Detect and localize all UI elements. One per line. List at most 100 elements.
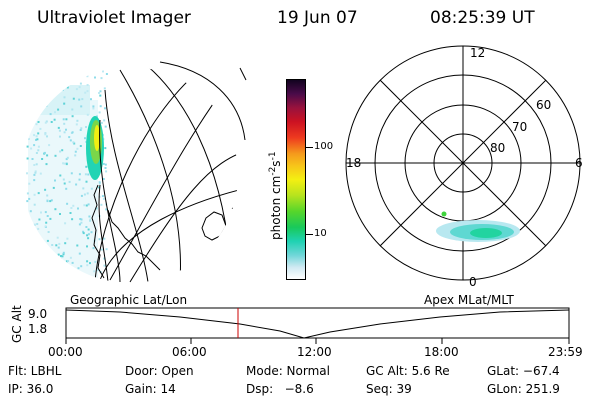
aurora-speckle-dot (85, 180, 88, 183)
aurora-speckle-dot (37, 132, 40, 135)
aurora-speckle-dot (33, 144, 36, 147)
aurora-speckle-dot (76, 119, 79, 122)
instrument-title: Ultraviolet Imager (37, 8, 191, 28)
aurora-speckle-dot (66, 86, 69, 89)
aurora-speckle-dot (28, 182, 31, 185)
aurora-speckle-dot (82, 232, 85, 235)
aurora-speckle-dot (70, 172, 73, 175)
aurora-speckle-dot (100, 121, 103, 124)
gc-alt-curve (65, 309, 570, 339)
aurora-speckle-dot (84, 91, 87, 94)
aurora-speckle-dot (80, 218, 83, 221)
aurora-speckle-dot (35, 152, 38, 154)
aurora-speckle-dot (65, 187, 68, 190)
aurora-speckle-dot (26, 200, 29, 203)
aurora-speckle-dot (98, 182, 101, 185)
aurora-speckle-dot (46, 239, 49, 242)
colorbar-tick-10 (306, 234, 313, 235)
aurora-speckle-dot (59, 213, 61, 215)
aurora-speckle-dot (54, 208, 57, 211)
aurora-speckle-dot (89, 219, 92, 222)
aurora-speckle-dot (69, 256, 72, 259)
aurora-speckle-dot (54, 154, 57, 157)
aurora-speckle-dot (105, 170, 108, 173)
aurora-speckle-dot (44, 133, 47, 136)
aurora-speckle-dot (100, 203, 103, 206)
status-gc-alt: GC Alt: 5.6 Re (366, 364, 450, 378)
aurora-speckle-dot (63, 96, 66, 99)
aurora-speckle-dot (62, 178, 65, 181)
aurora-speckle-dot (46, 215, 49, 217)
aurora-speckle-dot (56, 236, 59, 239)
aurora-speckle-dot (34, 170, 37, 173)
aurora-speckle-dot (85, 165, 88, 168)
aurora-speckle-dot (63, 131, 66, 134)
aurora-speckle-dot (85, 126, 87, 128)
aurora-speckle-dot (38, 218, 41, 221)
aurora-speckle-dot (76, 147, 79, 150)
aurora-speckle-dot (73, 142, 76, 145)
aurora-speckle-dot (37, 149, 40, 152)
intensity-colorbar (286, 79, 306, 280)
timeline-right-title: Apex MLat/MLT (424, 293, 514, 307)
status-door: Door: Open (125, 364, 194, 378)
aurora-speckle-dot (79, 82, 82, 85)
aurora-speckle-dot (101, 195, 104, 198)
aurora-speckle-dot (72, 204, 75, 207)
aurora-speckle-dot (59, 150, 62, 153)
aurora-speckle-dot (27, 138, 30, 140)
aurora-speckle-dot (31, 158, 34, 160)
aurora-speckle-dot (82, 230, 85, 233)
aurora-speckle-dot (96, 269, 99, 272)
aurora-speckle-dot (77, 207, 79, 210)
aurora-speckle-dot (46, 154, 49, 157)
aurora-speckle-dot (86, 260, 89, 263)
aurora-speckle-dot (103, 119, 106, 122)
aurora-speckle-dot (79, 218, 82, 220)
aurora-speckle-dot (88, 215, 91, 218)
aurora-speckle-dot (102, 70, 104, 73)
aurora-speckle-dot (69, 212, 72, 214)
aurora-speckle-dot (61, 149, 64, 152)
aurora-speckle-dot (81, 98, 84, 101)
aurora-speckle-dot (78, 173, 81, 176)
aurora-speckle-dot (50, 121, 53, 123)
aurora-speckle-dot (78, 252, 81, 255)
aurora-speckle-dot (104, 125, 107, 128)
aurora-speckle-dot (57, 246, 60, 249)
aurora-speckle-dot (28, 197, 31, 200)
aurora-speckle-dot (39, 172, 42, 175)
aurora-speckle-dot (87, 203, 90, 206)
aurora-speckle-dot (102, 162, 105, 165)
aurora-speckle-dot (105, 208, 108, 211)
aurora-speckle-dot (47, 231, 50, 233)
aurora-speckle-dot (80, 105, 83, 108)
aurora-speckle-dot (65, 163, 68, 166)
aurora-speckle-dot (99, 105, 102, 108)
aurora-speckle-dot (33, 223, 36, 226)
status-ip: IP: 36.0 (8, 382, 54, 396)
aurora-speckle-dot (76, 244, 79, 247)
mlt-label-0: 0 (469, 275, 477, 289)
timeline-xtick-1800: 18:00 (424, 345, 459, 359)
aurora-speckle-dot (33, 164, 36, 166)
aurora-speckle-dot (37, 192, 40, 195)
aurora-speckle-dot (68, 180, 71, 183)
aurora-speckle-dot (54, 179, 56, 182)
aurora-speckle-dot (78, 223, 81, 226)
mlt-line-diag-2 (379, 79, 547, 247)
aurora-speckle-dot (36, 138, 39, 141)
aurora-speckle-dot (26, 145, 29, 148)
aurora-speckle-dot (86, 264, 89, 267)
aurora-speckle-dot (104, 163, 107, 166)
grid-arc-outer (159, 61, 246, 141)
aurora-speckle-dot (85, 140, 88, 143)
status-glon: GLon: 251.9 (487, 382, 560, 396)
aurora-speckle-dot (33, 134, 36, 137)
aurora-speckle-dot (78, 86, 81, 89)
aurora-speckle-dot (69, 139, 72, 142)
aurora-speckle-dot (51, 244, 54, 246)
aurora-speckle-dot (64, 242, 67, 245)
aurora-speckle-dot (90, 231, 93, 234)
